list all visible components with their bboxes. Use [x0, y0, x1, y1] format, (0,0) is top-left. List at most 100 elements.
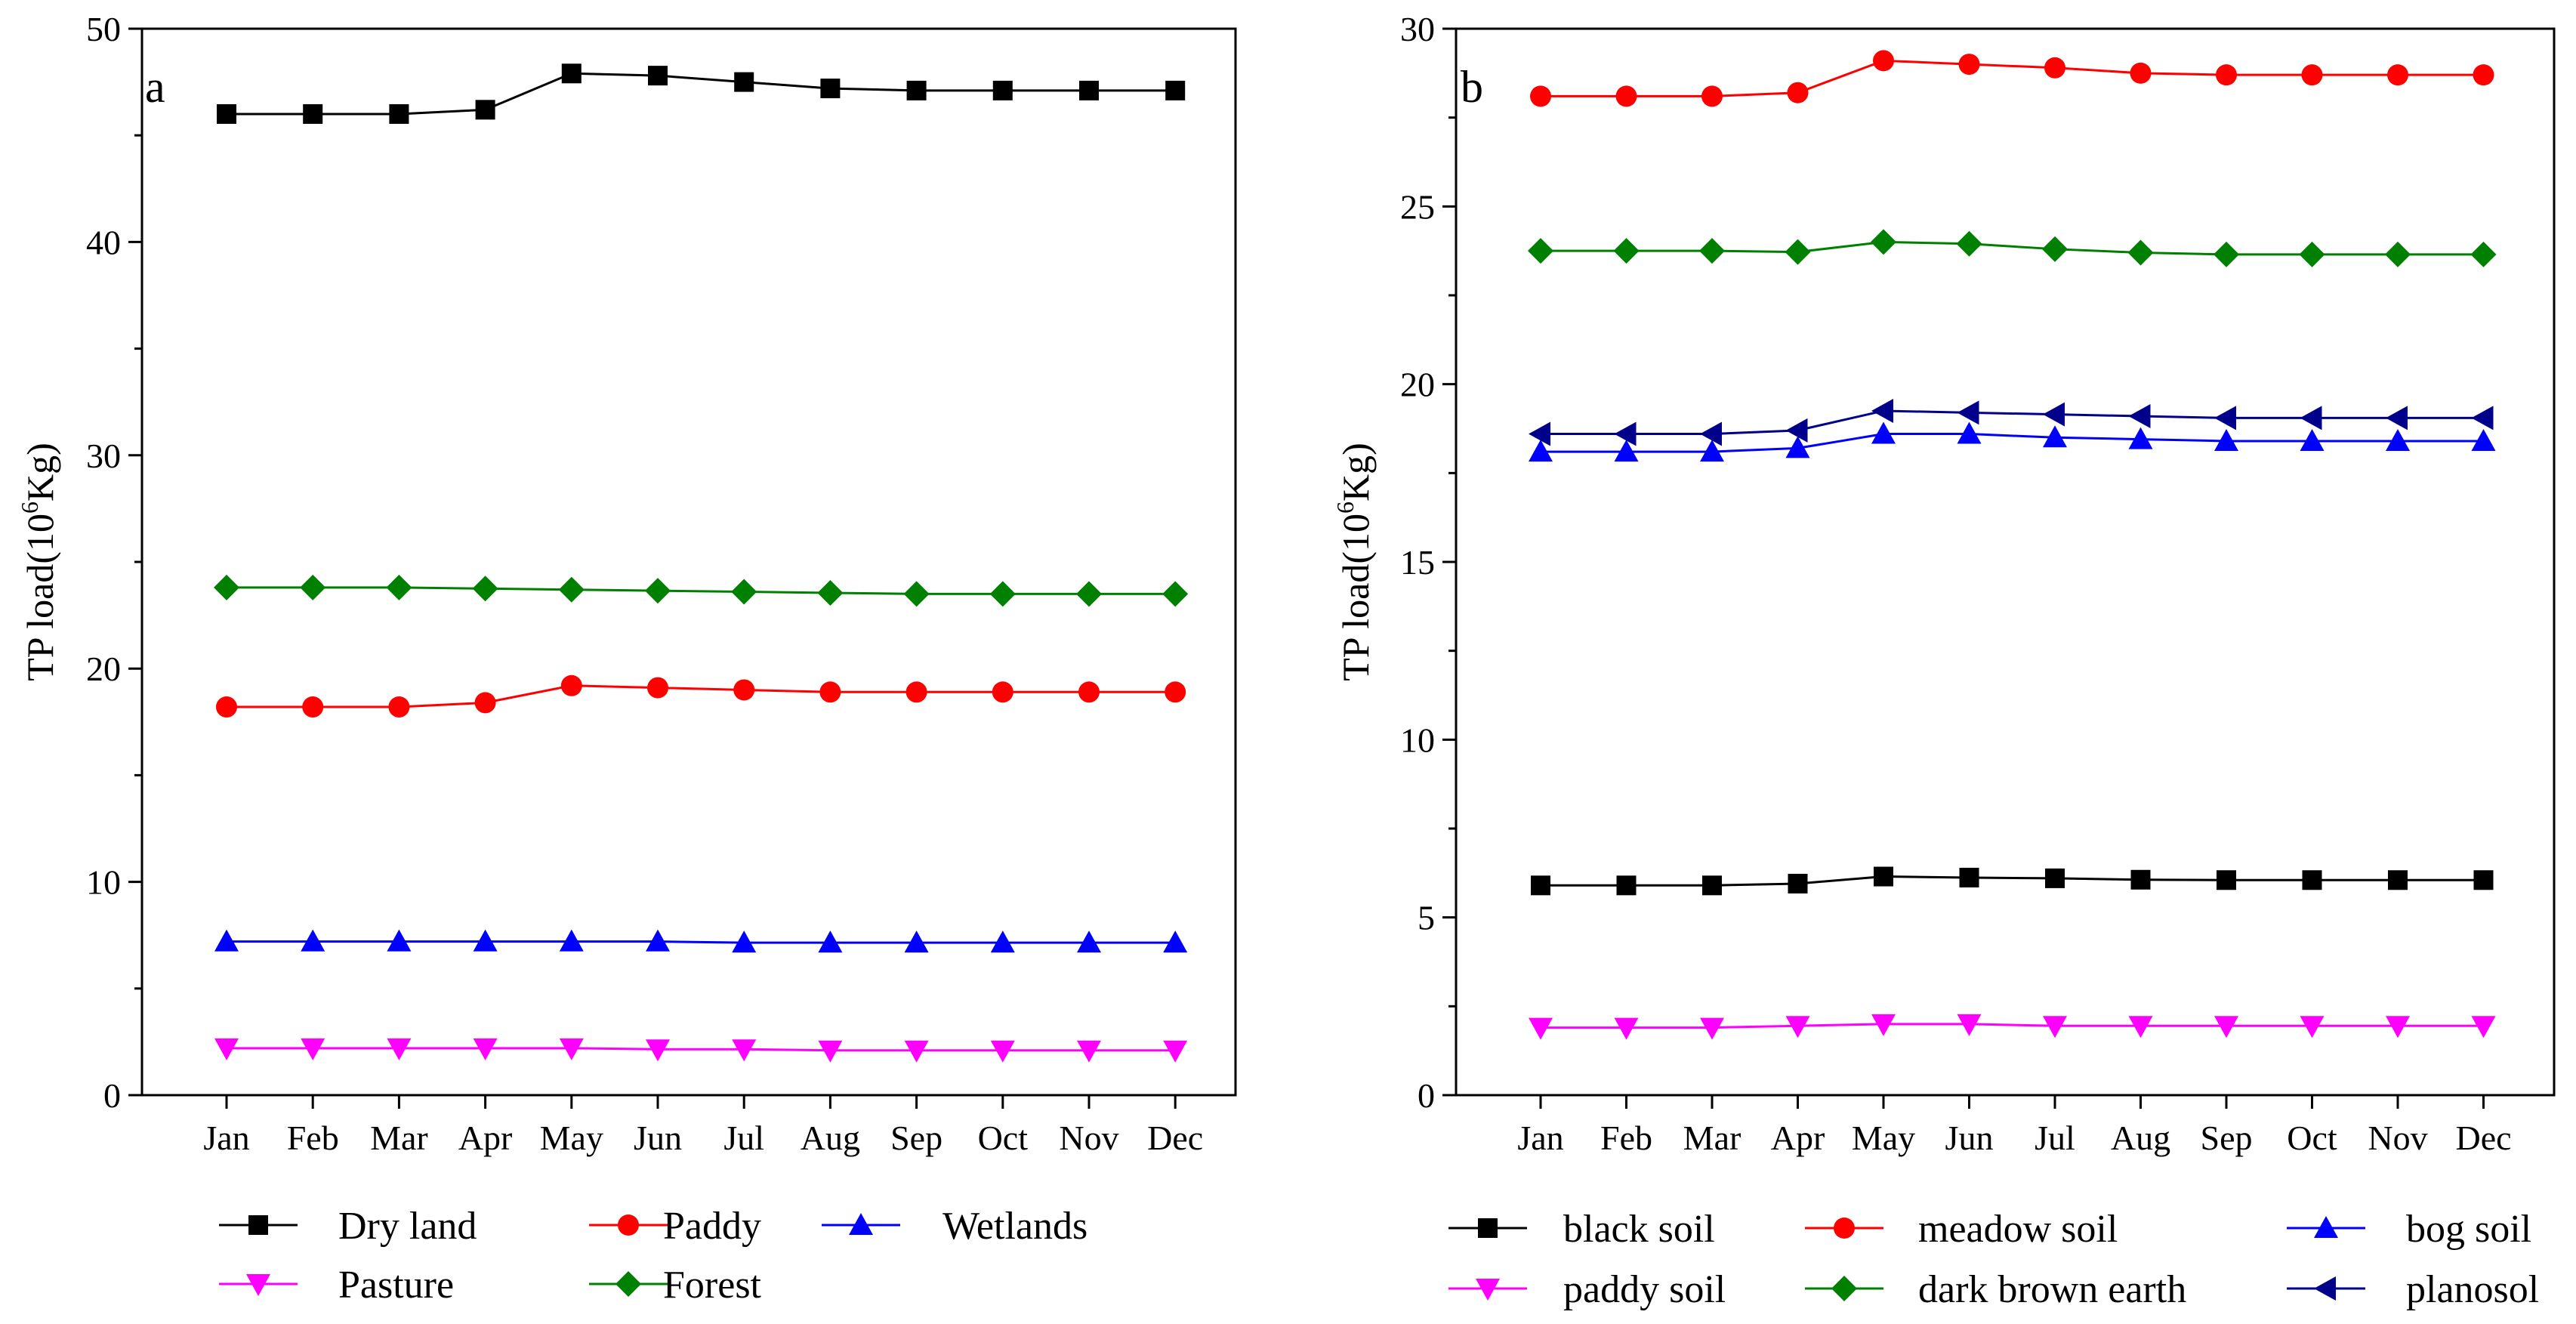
data-point — [388, 696, 410, 718]
legend-marker — [1476, 1279, 1500, 1301]
data-point — [559, 929, 584, 952]
data-point — [1162, 581, 1189, 607]
data-point — [646, 1039, 670, 1062]
y-axis-title: TP load(106Kg) — [16, 443, 61, 681]
series-line-meadow-soil — [1541, 59, 2484, 97]
series-line-paddy-soil — [1541, 1023, 2484, 1029]
data-point — [2127, 239, 2154, 266]
y-tick-label: 50 — [86, 10, 121, 48]
x-tick-label: Sep — [890, 1119, 942, 1157]
data-point — [1700, 1017, 1724, 1040]
data-point — [2473, 64, 2494, 86]
data-point — [1163, 1040, 1188, 1063]
data-point — [214, 1038, 239, 1060]
series-line-black-soil — [1541, 875, 2484, 887]
x-tick-label: Dec — [1147, 1119, 1203, 1157]
data-point — [904, 1040, 929, 1063]
data-point — [1871, 1014, 1896, 1036]
data-point — [2217, 870, 2236, 890]
y-tick-label: 30 — [1400, 10, 1435, 48]
legend-marker — [246, 1274, 270, 1296]
legend-marker — [2314, 1216, 2338, 1238]
data-point — [1874, 866, 1893, 887]
data-point — [1528, 238, 1553, 264]
data-point — [1699, 238, 1725, 264]
y-tick-label: 0 — [103, 1076, 121, 1115]
data-point — [1614, 440, 1639, 462]
data-point — [2300, 406, 2322, 431]
data-point — [819, 681, 841, 703]
x-tick-label: Aug — [801, 1119, 860, 1157]
series-line-dry-land — [227, 72, 1176, 116]
x-tick-label: Apr — [458, 1119, 513, 1157]
data-point — [647, 677, 668, 699]
data-point — [818, 931, 843, 953]
data-point — [2214, 428, 2238, 451]
y-tick-label: 0 — [1418, 1076, 1435, 1115]
legend-label: Wetlands — [942, 1205, 1087, 1248]
data-point — [1531, 875, 1550, 896]
data-point — [1616, 875, 1637, 896]
x-tick-label: Jul — [2035, 1119, 2075, 1157]
legend-label: paddy soil — [1563, 1268, 1726, 1311]
data-point — [561, 63, 582, 84]
data-point — [820, 79, 841, 99]
series-line-planosol — [1541, 409, 2484, 436]
series-line-wetlands — [227, 940, 1176, 944]
legend-marker — [1834, 1218, 1855, 1239]
legend-label: planosol — [2406, 1268, 2539, 1311]
data-point — [2301, 64, 2323, 86]
data-point — [2386, 1016, 2410, 1039]
data-point — [904, 931, 929, 953]
series-line-pasture — [227, 1047, 1176, 1052]
data-point — [2214, 241, 2239, 267]
data-point — [475, 100, 495, 120]
data-point — [1077, 931, 1101, 953]
data-point — [1957, 1014, 1982, 1036]
data-point — [302, 696, 324, 718]
y-tick-label: 10 — [86, 863, 121, 902]
legend-label: dark brown earth — [1918, 1268, 2186, 1311]
data-point — [1165, 80, 1186, 100]
data-point — [303, 103, 323, 124]
data-point — [1076, 581, 1102, 607]
data-point — [1700, 440, 1724, 462]
data-point — [1614, 1017, 1639, 1040]
data-point — [1702, 875, 1722, 896]
data-point — [389, 103, 409, 124]
data-point — [2214, 406, 2236, 431]
data-point — [474, 692, 496, 714]
data-point — [1613, 238, 1640, 264]
data-point — [301, 929, 325, 952]
x-tick-label: May — [1852, 1119, 1915, 1157]
data-point — [1079, 80, 1099, 100]
data-point — [1787, 82, 1809, 103]
data-point — [818, 1040, 843, 1063]
y-tick-label: 20 — [1400, 366, 1435, 404]
x-tick-label: Jul — [723, 1119, 764, 1157]
y-tick-label: 25 — [1400, 187, 1435, 226]
data-point — [2386, 428, 2410, 451]
data-point — [1529, 1017, 1553, 1040]
data-point — [733, 679, 755, 701]
data-point — [560, 674, 582, 696]
x-tick-label: Jan — [1517, 1119, 1563, 1157]
data-point — [1959, 867, 1979, 887]
data-point — [2386, 406, 2408, 431]
data-point — [903, 581, 930, 607]
legend-marker — [248, 1215, 268, 1235]
x-tick-label: Feb — [287, 1119, 339, 1157]
data-point — [1956, 230, 1982, 257]
x-tick-label: Nov — [1059, 1119, 1118, 1157]
data-point — [1957, 421, 1982, 444]
data-point — [1163, 931, 1188, 953]
legend-label: Paddy — [663, 1205, 761, 1248]
legend-marker — [2314, 1276, 2336, 1301]
legend-marker — [1478, 1218, 1498, 1238]
y-tick-label: 40 — [86, 223, 121, 261]
data-point — [646, 929, 670, 952]
x-tick-label: Mar — [370, 1119, 428, 1157]
legend-label: black soil — [1563, 1208, 1715, 1251]
